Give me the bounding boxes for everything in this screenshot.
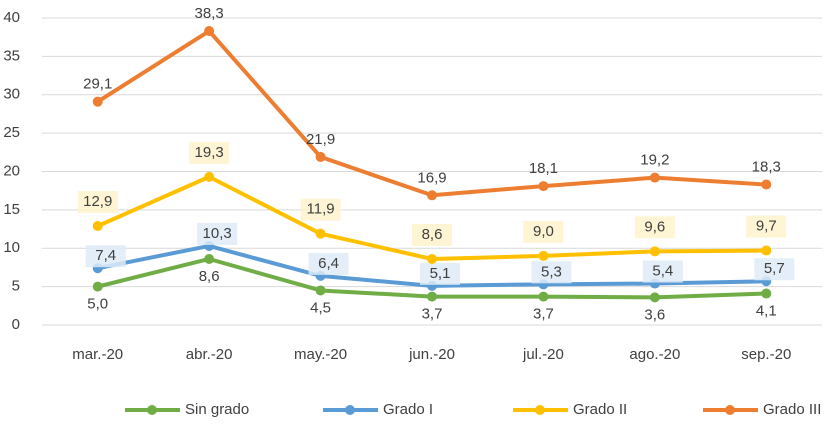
label-bg (754, 258, 795, 281)
data-label: 18,1 (529, 160, 558, 177)
label-bg (746, 215, 787, 238)
point (204, 26, 215, 37)
x-tick-label: abr.-20 (186, 346, 233, 363)
point (649, 292, 660, 303)
point (538, 291, 549, 302)
legend-label: Grado III (763, 401, 821, 418)
data-label: 12,9 (83, 193, 112, 210)
point (427, 190, 437, 201)
y-tick-label: 30 (3, 86, 20, 103)
point (315, 285, 326, 296)
y-tick-label: 25 (3, 124, 20, 141)
data-label: 5,1 (430, 265, 451, 282)
data-label: 3,7 (422, 306, 443, 323)
point (649, 172, 660, 183)
data-label: 9,0 (533, 223, 554, 240)
y-tick-label: 5 (12, 278, 20, 295)
data-label: 21,9 (306, 131, 335, 148)
data-label: 10,3 (203, 225, 232, 242)
data-label: 8,6 (199, 268, 220, 285)
label-bg (420, 262, 460, 285)
data-label: 11,9 (307, 201, 335, 218)
legend-label: Sin grado (185, 401, 249, 418)
point (315, 228, 326, 239)
point (92, 281, 103, 292)
label-bg (531, 261, 572, 284)
data-label: 29,1 (83, 76, 112, 93)
data-label: 5,7 (764, 260, 785, 277)
data-label: 7,4 (95, 247, 116, 264)
label-bg (634, 216, 675, 239)
label-bg (308, 252, 349, 275)
legend-label: Grado I (383, 401, 433, 418)
legend-marker (345, 405, 355, 415)
y-tick-label: 0 (12, 316, 20, 333)
point (538, 250, 549, 261)
data-label: 18,3 (752, 159, 781, 176)
y-tick-label: 35 (3, 47, 20, 64)
point (761, 245, 772, 256)
point (761, 179, 772, 190)
x-tick-label: mar.-20 (72, 346, 123, 363)
data-label: 16,9 (417, 169, 446, 186)
legend-marker (535, 405, 545, 415)
label-bg (412, 223, 452, 246)
label-bg (642, 260, 683, 283)
y-tick-label: 15 (3, 201, 20, 218)
label-bg (77, 190, 118, 213)
data-label: 6,4 (318, 255, 339, 272)
data-label: 38,3 (195, 5, 224, 22)
data-label: 3,6 (644, 306, 665, 323)
point (761, 288, 772, 299)
legend-label: Grado II (573, 401, 627, 418)
label-bg (197, 222, 238, 245)
label-bg (189, 141, 230, 164)
data-label: 9,7 (756, 218, 777, 235)
point (204, 253, 215, 264)
x-tick-label: jul.-20 (522, 346, 564, 363)
data-label: 19,3 (195, 144, 224, 161)
label-bg (300, 198, 341, 221)
data-label: 5,3 (541, 263, 562, 280)
label-bg (85, 245, 126, 268)
x-tick-label: sep.-20 (741, 346, 791, 363)
data-label: 9,6 (644, 218, 665, 235)
data-label: 5,4 (652, 263, 673, 280)
y-tick-label: 10 (3, 239, 20, 256)
point (92, 96, 103, 107)
data-label: 4,1 (756, 303, 777, 320)
data-label: 5,0 (87, 296, 108, 313)
data-label: 4,5 (310, 299, 331, 316)
point (92, 220, 103, 231)
x-tick-label: jun.-20 (408, 346, 455, 363)
point (204, 171, 215, 182)
x-tick-label: may.-20 (294, 346, 347, 363)
point (427, 291, 437, 302)
x-tick-label: ago.-20 (629, 346, 680, 363)
point (315, 151, 326, 162)
label-bg (523, 220, 564, 243)
data-label: 8,6 (422, 226, 443, 243)
point (427, 253, 437, 264)
legend-marker (725, 405, 735, 415)
y-tick-label: 20 (3, 162, 20, 179)
y-tick-label: 40 (3, 9, 20, 26)
point (538, 181, 549, 192)
data-label: 19,2 (640, 152, 669, 169)
legend-marker (147, 405, 157, 415)
data-label: 3,7 (533, 306, 554, 323)
point (649, 246, 660, 257)
